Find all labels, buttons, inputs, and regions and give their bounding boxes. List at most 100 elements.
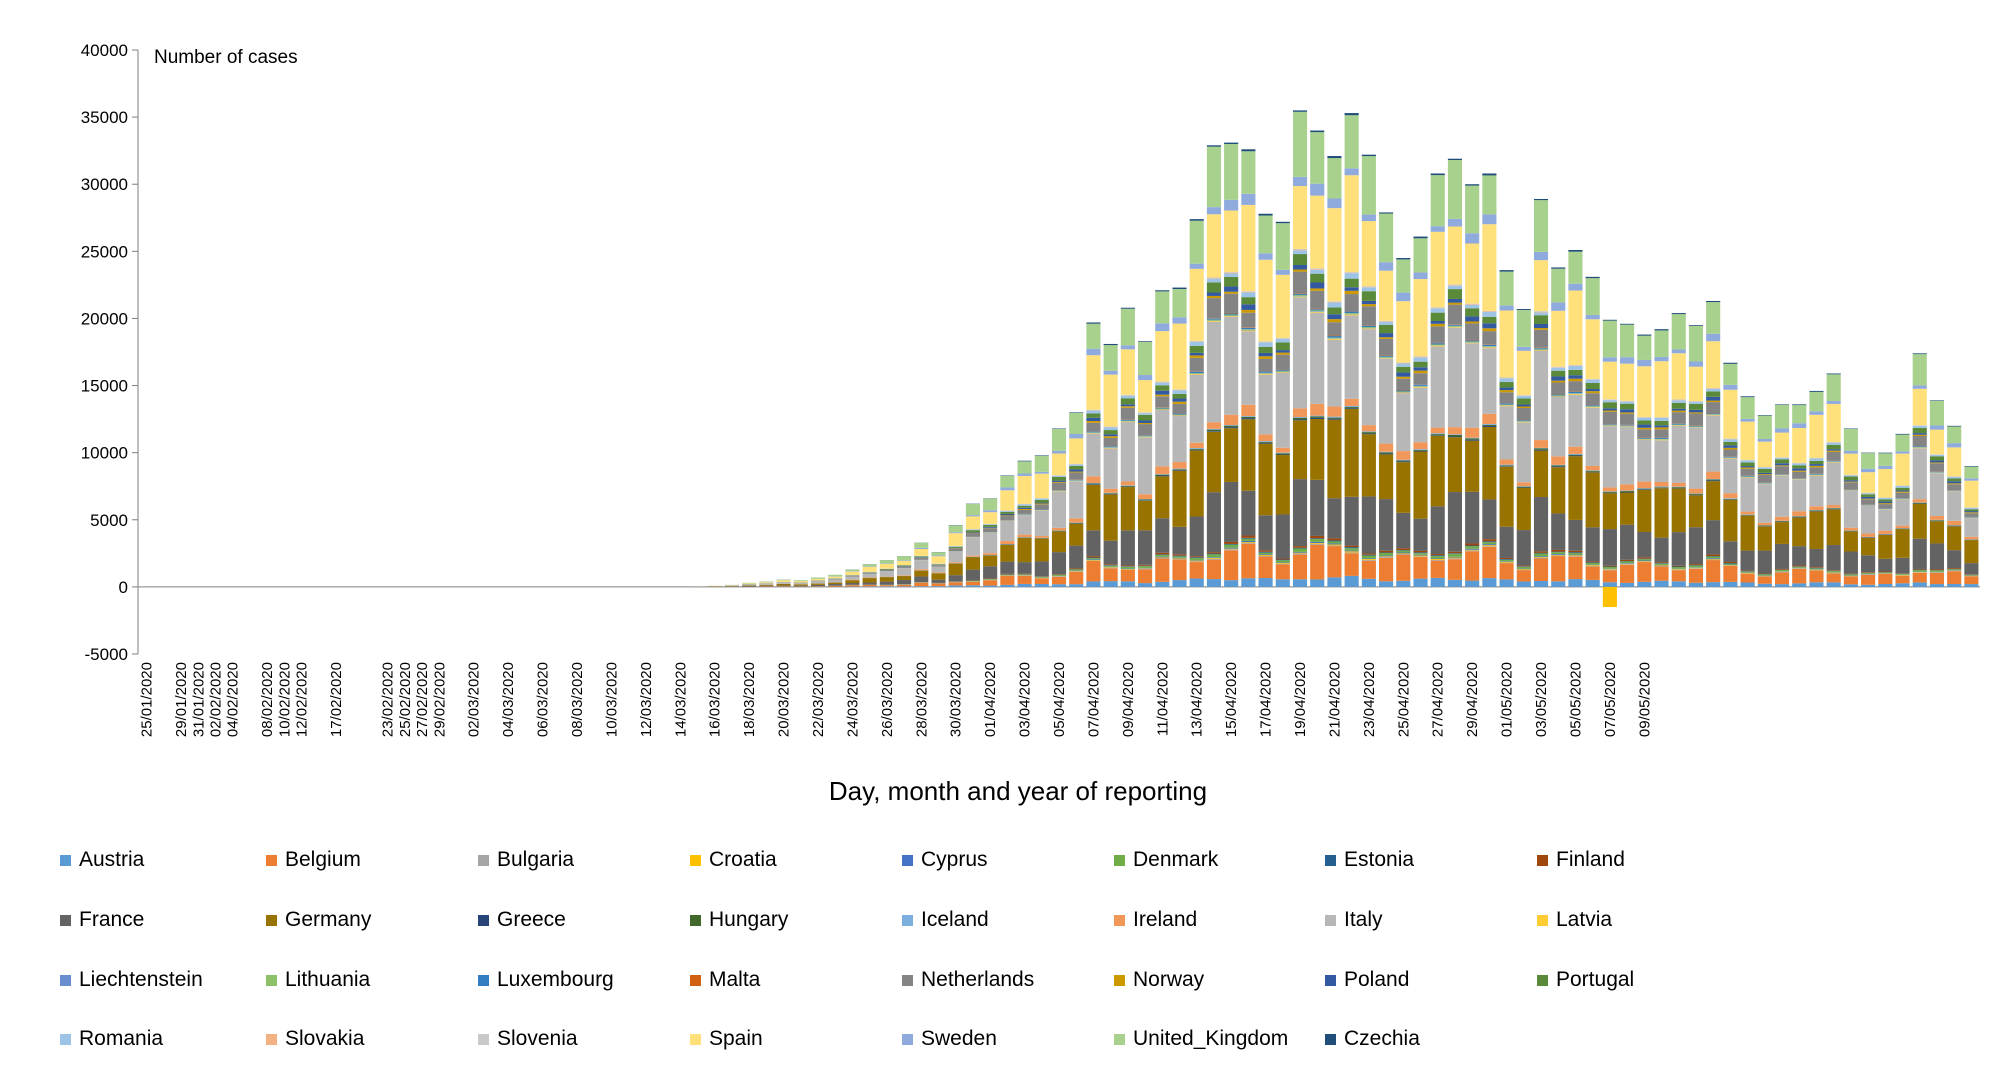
bar-segment-hungary	[1672, 487, 1686, 488]
bar-segment-iceland	[1551, 465, 1565, 466]
bar-segment-france	[880, 582, 894, 585]
bar-segment-lithuania	[1413, 386, 1427, 387]
bar-segment-spain	[897, 561, 911, 565]
bar-segment-luxembourg	[1809, 474, 1823, 475]
bar-segment-france	[1895, 558, 1909, 573]
bar-segment-united_kingdom	[1327, 158, 1341, 198]
bar-segment-greece	[1172, 470, 1186, 471]
bar-segment-austria	[1241, 578, 1255, 587]
bar-segment-germany	[966, 557, 980, 569]
bar-segment-finland	[1964, 574, 1978, 575]
bar-segment-austria	[1792, 583, 1806, 586]
bar-segment-ireland	[1052, 528, 1066, 531]
bar-segment-romania	[1052, 476, 1066, 477]
bar-segment-germany	[1568, 456, 1582, 520]
bar-segment-portugal	[1620, 404, 1634, 410]
bar-segment-iceland	[1482, 424, 1496, 425]
bar-segment-belgium	[845, 585, 859, 586]
bar-segment-norway	[1551, 381, 1565, 383]
bar-segment-norway	[1431, 324, 1445, 327]
bar-segment-italy	[1792, 480, 1806, 512]
bar-segment-belgium	[1069, 572, 1083, 584]
bar-segment-luxembourg	[1259, 371, 1273, 372]
bar-segment-croatia	[1224, 549, 1238, 550]
bar-segment-poland	[1534, 324, 1548, 328]
bar-segment-iceland	[1431, 433, 1445, 434]
bar-segment-czechia	[1741, 396, 1755, 397]
bar-segment-finland	[1276, 559, 1290, 560]
bar-segment-italy	[1672, 426, 1686, 483]
bar-segment-latvia	[1551, 396, 1565, 397]
bar-segment-poland	[1861, 497, 1875, 499]
legend-item-finland: Finland	[1537, 848, 1625, 871]
bar-segment-czechia	[1190, 219, 1204, 221]
bar-segment-romania	[1396, 363, 1410, 366]
bar-segment-portugal	[1241, 297, 1255, 304]
bar-segment-france	[742, 586, 756, 587]
bar-segment-germany	[1586, 472, 1600, 527]
bar-segment-poland	[1844, 480, 1858, 481]
bar-segment-united_kingdom	[914, 543, 928, 548]
bar-segment-spain	[1327, 208, 1341, 301]
bar-segment-france	[1035, 561, 1049, 576]
bar-segment-germany	[1637, 490, 1651, 532]
bar-segment-denmark	[1603, 567, 1617, 569]
x-tick-label: 20/03/2020	[776, 662, 793, 737]
bar-segment-croatia	[1672, 569, 1686, 570]
bar-segment-denmark	[1448, 554, 1462, 557]
bar-segment-latvia	[1637, 439, 1651, 440]
bar-segment-czechia	[1172, 288, 1186, 289]
bar-segment-portugal	[1207, 282, 1221, 292]
bar-segment-france	[1878, 559, 1892, 572]
bar-segment-cyprus	[1465, 549, 1479, 550]
bar-segment-finland	[1534, 551, 1548, 553]
bar-segment-netherlands	[1637, 429, 1651, 437]
bar-segment-germany	[1310, 419, 1324, 480]
bar-segment-bulgaria	[1620, 564, 1634, 565]
bar-segment-czechia	[1276, 222, 1290, 223]
bar-segment-cyprus	[1396, 553, 1410, 554]
legend-item-germany: Germany	[266, 908, 372, 931]
bar-segment-ireland	[1465, 428, 1479, 438]
x-tick-label: 28/03/2020	[913, 662, 930, 737]
bar-segment-luxembourg	[1741, 476, 1755, 477]
bar-segment-norway	[1913, 435, 1927, 436]
bar-segment-hungary	[1379, 452, 1393, 453]
bar-segment-portugal	[1637, 420, 1651, 424]
bar-segment-spain	[1138, 380, 1152, 412]
bar-segment-slovenia	[1482, 311, 1496, 312]
bar-segment-greece	[1482, 426, 1496, 427]
bar-segment-cyprus	[1224, 548, 1238, 549]
bar-segment-italy	[1310, 313, 1324, 404]
bar-segment-france	[811, 585, 825, 586]
bar-segment-latvia	[1379, 358, 1393, 359]
bar-segment-hungary	[1172, 469, 1186, 470]
bar-segment-germany	[1259, 444, 1273, 516]
bar-segment-denmark	[1241, 539, 1255, 541]
bar-segment-sweden	[914, 548, 928, 549]
bar-segment-finland	[1207, 552, 1221, 553]
bar-segment-croatia	[1086, 560, 1100, 561]
bar-segment-slovenia	[1396, 362, 1410, 363]
bar-segment-hungary	[1069, 523, 1083, 524]
bar-segment-poland	[1827, 449, 1841, 450]
bar-segment-belgium	[828, 586, 842, 587]
bar-segment-ireland	[1568, 447, 1582, 454]
bar-segment-iceland	[1190, 448, 1204, 449]
bar-segment-spain	[1586, 319, 1600, 379]
bar-segment-sweden	[1052, 451, 1066, 454]
bar-segment-poland	[1327, 314, 1341, 319]
bar-segment-sweden	[949, 532, 963, 533]
x-tick-label: 19/04/2020	[1292, 662, 1309, 737]
bar-segment-latvia	[1241, 330, 1255, 331]
bar-segment-hungary	[1345, 407, 1359, 408]
bar-segment-ireland	[1827, 505, 1841, 508]
bar-segment-lithuania	[1551, 395, 1565, 396]
x-tick-label: 08/03/2020	[569, 662, 586, 737]
bar-segment-cyprus	[1207, 557, 1221, 558]
bar-segment-finland	[1104, 564, 1118, 565]
bar-segment-poland	[1379, 333, 1393, 337]
bar-segment-ireland	[1517, 482, 1531, 486]
bar-segment-ireland	[1379, 444, 1393, 452]
bar-segment-denmark	[1482, 542, 1496, 544]
